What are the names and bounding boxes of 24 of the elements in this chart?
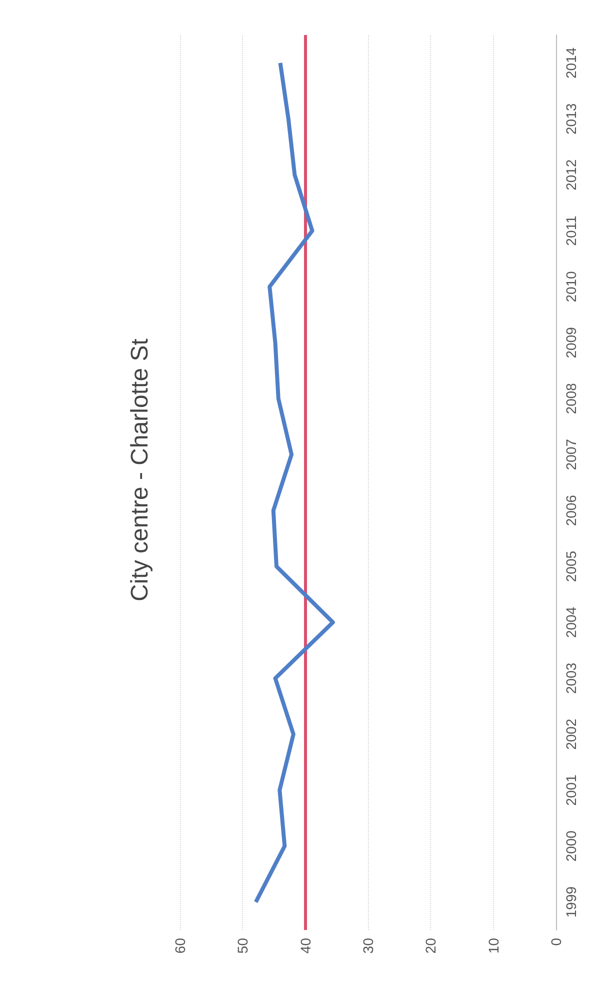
y-tick-label: 2000: [563, 830, 579, 862]
x-tick-label: 30: [360, 938, 376, 954]
y-tick-label: 2008: [563, 382, 579, 414]
y-tick-label: 2014: [563, 47, 579, 79]
y-tick-label: 2006: [563, 494, 579, 526]
y-tick-label: 2003: [563, 662, 579, 694]
x-tick-label: 40: [297, 938, 314, 954]
y-tick-label: 2007: [563, 438, 579, 470]
y-tick-label: 2004: [563, 606, 579, 638]
x-tick-label: 60: [172, 938, 188, 954]
y-tick-label: 1999: [563, 886, 579, 918]
x-tick-label: 50: [234, 938, 251, 954]
y-tick-label: 2001: [563, 774, 579, 806]
y-tick-label: 2005: [563, 550, 579, 582]
text: City centre - Charlotte St: [126, 338, 154, 602]
x-tick-label: 20: [422, 938, 439, 954]
x-tick-label: 0: [548, 938, 564, 946]
y-tick-label: 2009: [563, 326, 579, 358]
y-tick-label: 2002: [563, 718, 579, 750]
x-tick-label: 10: [485, 938, 502, 954]
y-tick-label: 2010: [563, 270, 579, 302]
y-tick-label: 2011: [563, 216, 579, 246]
y-tick-label: 2012: [563, 159, 579, 190]
y-tick-label: 2013: [563, 103, 579, 134]
